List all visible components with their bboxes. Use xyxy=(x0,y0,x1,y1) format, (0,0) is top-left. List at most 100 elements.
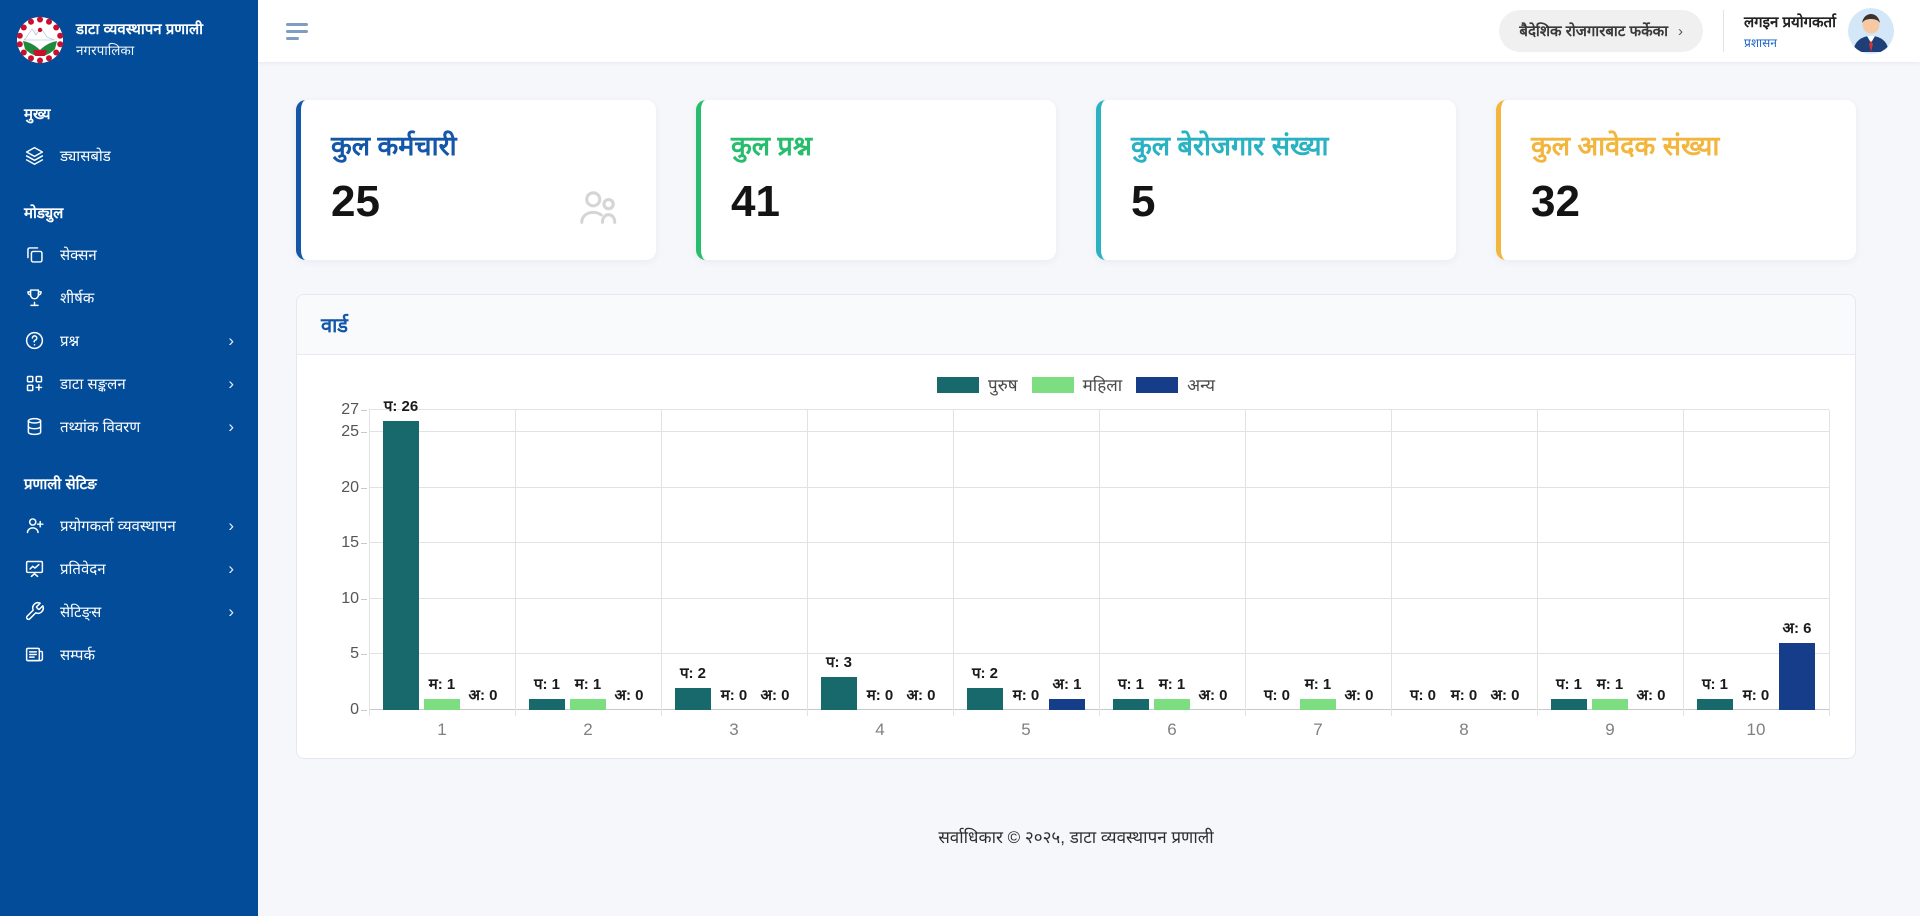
legend-swatch-female xyxy=(1031,376,1074,393)
brand[interactable]: डाटा व्यवस्थापन प्रणाली नगरपालिका xyxy=(0,0,258,78)
bar-value-label: अ: 6 xyxy=(1782,620,1812,638)
bar-female[interactable] xyxy=(424,698,460,710)
x-axis-tick-label: 6 xyxy=(1167,720,1177,739)
bar-male[interactable] xyxy=(821,676,857,710)
sidebar-item[interactable]: प्रश्न › xyxy=(0,319,258,362)
bar-other[interactable] xyxy=(1049,698,1085,710)
user-plus-icon xyxy=(24,515,45,536)
bar-female[interactable] xyxy=(1592,698,1628,710)
y-axis-tick-label: 10 xyxy=(341,589,367,607)
stat-card-value: 41 xyxy=(731,177,780,226)
bar-value-label: प: 2 xyxy=(971,664,999,682)
bar-male[interactable] xyxy=(675,687,711,710)
bar-female[interactable] xyxy=(570,698,606,710)
bar-value-label: म: 1 xyxy=(574,675,602,693)
bar-value-label: प: 0 xyxy=(1409,687,1437,704)
bar-value-label: म: 1 xyxy=(428,675,456,693)
sidebar-item-label: तथ्यांक विवरण xyxy=(60,418,141,436)
chevron-right-icon: › xyxy=(228,516,234,535)
bar-value-label: म: 1 xyxy=(1596,675,1624,693)
x-axis-tick-label: 3 xyxy=(729,720,739,739)
x-axis-tick-label: 8 xyxy=(1459,720,1469,739)
chevron-right-icon: › xyxy=(228,602,234,621)
bar-male[interactable] xyxy=(1113,698,1149,710)
chevron-right-icon: › xyxy=(228,417,234,436)
sidebar-item-label: प्रतिवेदन xyxy=(60,560,106,578)
stat-card-title: कुल आवेदक संख्या xyxy=(1531,131,1720,161)
bar-male[interactable] xyxy=(529,698,565,710)
bar-male[interactable] xyxy=(383,421,419,710)
hamburger-menu-button[interactable] xyxy=(280,17,314,46)
legend-swatch-male xyxy=(936,376,979,393)
x-axis-tick-label: 5 xyxy=(1021,720,1031,739)
sidebar-section-header: प्रणाली सेटिङ xyxy=(24,476,97,493)
bar-female[interactable] xyxy=(1154,698,1190,710)
bar-value-label: अ: 1 xyxy=(1052,675,1082,693)
legend-item-female[interactable]: महिला xyxy=(1031,373,1123,396)
stat-card-title: कुल प्रश्न xyxy=(731,131,812,161)
stat-card: कुल आवेदक संख्या 32 xyxy=(1496,100,1856,260)
user-info[interactable]: लगइन प्रयोगकर्ता प्रशासन xyxy=(1744,12,1836,51)
sidebar-item[interactable]: सम्पर्क xyxy=(0,633,258,676)
bar-value-label: म: 0 xyxy=(720,687,748,704)
sidebar-section-header: मुख्य xyxy=(24,106,51,123)
bar-other[interactable] xyxy=(1779,643,1815,710)
grid-plus-icon xyxy=(24,373,45,394)
chevron-right-icon: › xyxy=(228,559,234,578)
user-name: लगइन प्रयोगकर्ता xyxy=(1744,13,1836,31)
sidebar-item-label: सेटिङ्स xyxy=(60,603,102,621)
sidebar-item[interactable]: डाटा सङ्कलन › xyxy=(0,362,258,405)
bar-group-ward-6: प: 1 म: 1 अ: 0 6 xyxy=(1099,410,1245,739)
chart-title: वार्ड xyxy=(321,315,348,337)
bar-value-label: अ: 0 xyxy=(1198,687,1228,704)
stat-card: कुल कर्मचारी 25 xyxy=(296,100,656,260)
bar-group-ward-10: प: 1 म: 0 अ: 6 10 xyxy=(1683,410,1829,739)
bar-male[interactable] xyxy=(1551,698,1587,710)
bar-group-ward-3: प: 2 म: 0 अ: 0 3 xyxy=(661,410,807,739)
wrench-icon xyxy=(24,601,45,622)
bar-group-ward-1: प: 26 म: 1 अ: 0 1 xyxy=(369,398,515,739)
legend-label: महिला xyxy=(1082,376,1123,395)
main-content: कुल कर्मचारी 25 कुल प्रश्न 41 कुल बेरोजगार स… xyxy=(258,62,1920,916)
stat-card: कुल बेरोजगार संख्या 5 xyxy=(1096,100,1456,260)
bar-value-label: प: 1 xyxy=(1117,675,1145,693)
sidebar-item-label: डाटा सङ्कलन xyxy=(60,375,126,393)
topbar: बैदेशिक रोजगारबाट फर्केका › लगइन प्रयोगक… xyxy=(258,0,1920,62)
sidebar-item-label: प्रयोगकर्ता व्यवस्थापन xyxy=(60,517,176,535)
bar-group-ward-9: प: 1 म: 1 अ: 0 9 xyxy=(1537,410,1683,739)
bar-value-label: प: 0 xyxy=(1263,687,1291,704)
stat-card-value: 5 xyxy=(1131,177,1156,226)
x-axis-tick-label: 1 xyxy=(437,720,447,739)
x-axis-tick-label: 10 xyxy=(1746,720,1766,739)
bar-value-label: म: 0 xyxy=(866,687,894,704)
bar-value-label: अ: 0 xyxy=(1636,687,1666,704)
legend-item-male[interactable]: पुरुष xyxy=(936,373,1018,396)
bar-group-ward-2: प: 1 म: 1 अ: 0 2 xyxy=(515,410,661,739)
sidebar-item[interactable]: ड्यासबोड xyxy=(0,134,258,177)
legend-item-other[interactable]: अन्य xyxy=(1136,373,1215,396)
bar-female[interactable] xyxy=(1300,698,1336,710)
sidebar-item[interactable]: प्रतिवेदन › xyxy=(0,547,258,590)
returnee-button-label: बैदेशिक रोजगारबाट फर्केका xyxy=(1519,23,1668,40)
bar-group-ward-8: प: 0 म: 0 अ: 0 8 xyxy=(1391,410,1537,739)
legend-swatch-other xyxy=(1136,376,1179,393)
bar-value-label: अ: 0 xyxy=(906,687,936,704)
x-axis-tick-label: 4 xyxy=(875,720,885,739)
sidebar-item[interactable]: सेक्सन xyxy=(0,233,258,276)
bar-value-label: म: 0 xyxy=(1012,687,1040,704)
bar-value-label: अ: 0 xyxy=(1344,687,1374,704)
sidebar-item[interactable]: प्रयोगकर्ता व्यवस्थापन › xyxy=(0,504,258,547)
user-role: प्रशासन xyxy=(1744,35,1777,50)
foreign-employment-returnee-button[interactable]: बैदेशिक रोजगारबाट फर्केका › xyxy=(1499,10,1703,52)
sidebar-item[interactable]: शीर्षक xyxy=(0,276,258,319)
bar-male[interactable] xyxy=(1697,698,1733,710)
bar-male[interactable] xyxy=(967,687,1003,710)
sidebar-item[interactable]: सेटिङ्स › xyxy=(0,590,258,633)
y-axis-tick-label: 15 xyxy=(341,534,367,552)
chevron-right-icon: › xyxy=(228,374,234,393)
bar-value-label: अ: 0 xyxy=(468,687,498,704)
copyright-text: सर्वाधिकार © २०२५, डाटा व्यवस्थापन प्रणा… xyxy=(938,828,1214,847)
user-avatar[interactable] xyxy=(1848,8,1894,54)
sidebar-item[interactable]: तथ्यांक विवरण › xyxy=(0,405,258,448)
